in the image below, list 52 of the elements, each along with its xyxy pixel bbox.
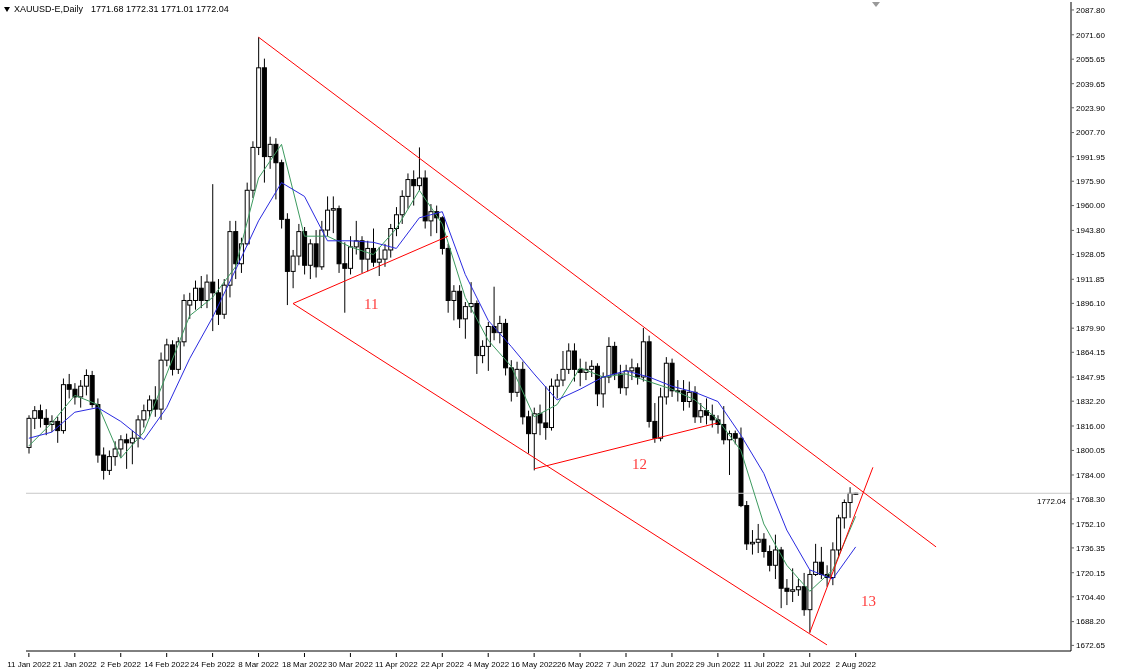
chart-subtitle: 1771.68 1772.31 1771.01 1772.04 <box>91 4 229 14</box>
x-tick-label: 21 Jan 2022 <box>52 660 98 669</box>
y-tick-label: 2055.65 <box>1076 55 1106 65</box>
ref-line-label: 1772.04 <box>1037 496 1067 506</box>
y-tick-label: 1911.85 <box>1076 275 1105 285</box>
y-tick-label: 1832.20 <box>1076 397 1106 407</box>
x-tick-label: 26 May 2022 <box>556 660 604 669</box>
y-tick-label: 1800.05 <box>1076 446 1106 456</box>
y-tick-label: 1960.00 <box>1076 201 1106 211</box>
x-tick-label: 29 Jun 2022 <box>695 660 741 669</box>
annotation: 11 <box>364 296 379 312</box>
y-tick-label: 1847.95 <box>1076 372 1106 382</box>
x-tick-label: 17 Jun 2022 <box>649 660 695 669</box>
y-tick-label: 1688.20 <box>1076 617 1106 627</box>
y-tick-label: 1672.65 <box>1076 641 1106 651</box>
y-tick-label: 2007.70 <box>1076 128 1106 138</box>
chart-title: XAUUSD-E,Daily <box>14 4 84 14</box>
x-tick-label: 4 May 2022 <box>467 660 510 669</box>
y-tick-label: 1768.30 <box>1076 494 1106 504</box>
y-tick-label: 1943.80 <box>1076 226 1106 236</box>
y-tick-label: 2071.60 <box>1076 30 1106 40</box>
y-tick-label: 2023.90 <box>1076 103 1106 113</box>
y-tick-label: 1975.90 <box>1076 177 1106 187</box>
y-tick-label: 1784.00 <box>1076 470 1106 480</box>
x-tick-label: 30 Mar 2022 <box>327 660 374 669</box>
x-tick-label: 14 Feb 2022 <box>144 660 190 669</box>
x-tick-label: 16 May 2022 <box>511 660 558 669</box>
y-tick-label: 1879.90 <box>1076 324 1106 334</box>
x-tick-label: 11 Jan 2022 <box>7 660 52 669</box>
y-tick-label: 1816.00 <box>1076 421 1106 431</box>
y-tick-label: 2087.80 <box>1076 5 1106 15</box>
y-tick-label: 1896.10 <box>1076 299 1106 309</box>
x-tick-label: 7 Jun 2022 <box>606 660 647 669</box>
y-tick-label: 1864.15 <box>1076 348 1106 358</box>
x-tick-label: 11 Jul 2022 <box>743 660 785 669</box>
x-tick-label: 2 Aug 2022 <box>835 660 877 669</box>
y-tick-label: 1736.35 <box>1076 543 1106 553</box>
x-tick-label: 11 Apr 2022 <box>375 660 419 669</box>
y-tick-label: 2039.65 <box>1076 79 1106 89</box>
x-tick-label: 22 Apr 2022 <box>420 660 465 669</box>
x-tick-label: 18 Mar 2022 <box>282 660 328 669</box>
y-tick-label: 1752.10 <box>1076 519 1106 529</box>
y-tick-label: 1704.40 <box>1076 592 1106 602</box>
annotation: 12 <box>632 456 647 472</box>
x-tick-label: 8 Mar 2022 <box>238 660 280 669</box>
x-tick-label: 21 Jul 2022 <box>789 660 831 669</box>
y-tick-label: 1991.95 <box>1076 152 1106 162</box>
x-tick-label: 2 Feb 2022 <box>100 660 142 669</box>
y-tick-label: 1928.05 <box>1076 250 1106 260</box>
x-tick-label: 24 Feb 2022 <box>190 660 236 669</box>
annotation: 13 <box>861 593 876 609</box>
y-tick-label: 1720.15 <box>1076 568 1106 578</box>
